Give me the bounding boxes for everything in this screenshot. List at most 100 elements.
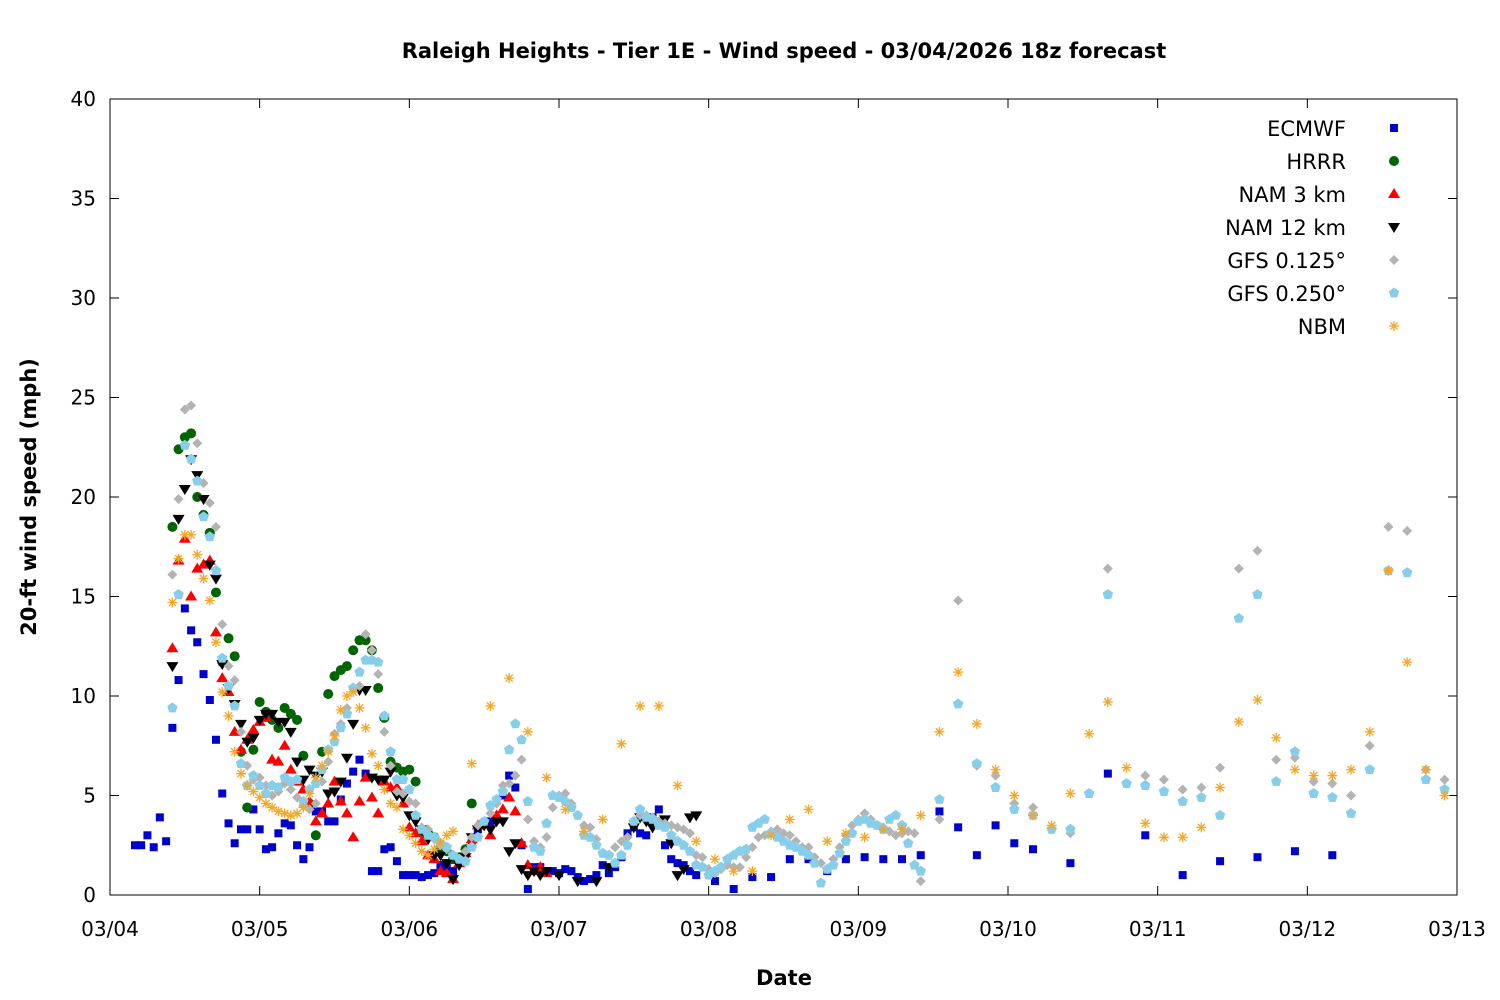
data-point (879, 855, 888, 864)
data-point (411, 871, 420, 880)
data-point (628, 815, 640, 826)
data-point (329, 671, 340, 682)
y-tick-label: 40 (71, 87, 96, 111)
data-point (1028, 845, 1037, 854)
data-point (197, 558, 210, 569)
data-point (510, 770, 521, 781)
data-point (186, 529, 197, 540)
data-point (242, 802, 253, 813)
data-point (642, 831, 651, 840)
data-point (610, 842, 621, 853)
data-point (155, 813, 164, 822)
data-point (360, 629, 371, 640)
data-point (635, 700, 646, 711)
data-point (741, 852, 752, 863)
data-point (286, 821, 295, 830)
data-point (1140, 770, 1151, 781)
y-tick-label: 30 (71, 286, 96, 310)
data-point (1233, 563, 1244, 574)
data-point (359, 771, 372, 782)
data-point (728, 866, 739, 877)
data-point (365, 791, 378, 802)
data-point (341, 661, 352, 672)
data-point (466, 758, 477, 769)
data-point (192, 438, 203, 449)
data-point (1121, 778, 1132, 788)
legend-label: GFS 0.125° (1227, 249, 1346, 273)
data-point (172, 514, 185, 525)
data-point (616, 738, 627, 749)
data-point (1066, 859, 1075, 868)
data-point (335, 704, 346, 715)
data-point (191, 562, 204, 573)
data-point (284, 763, 297, 774)
data-point (466, 798, 477, 809)
data-point (180, 604, 189, 613)
x-tick-label: 03/07 (530, 917, 588, 941)
data-point (815, 877, 827, 888)
data-point (235, 758, 247, 769)
data-point (505, 771, 514, 780)
data-point (1289, 764, 1300, 775)
data-point (261, 845, 270, 854)
data-point (1346, 764, 1357, 775)
data-point (653, 700, 664, 711)
data-point (1196, 792, 1207, 802)
data-point (293, 841, 302, 850)
data-point (497, 786, 509, 796)
data-point (416, 846, 427, 857)
data-point (1402, 657, 1413, 668)
data-point (659, 821, 671, 832)
data-point (1158, 786, 1170, 796)
legend-marker (1388, 223, 1400, 233)
legend-marker (1389, 321, 1399, 331)
data-point (209, 574, 222, 585)
data-point (273, 782, 284, 792)
data-point (1439, 790, 1450, 801)
data-point (210, 521, 221, 532)
data-point (198, 511, 209, 522)
data-point (1046, 820, 1057, 831)
data-point (1383, 521, 1394, 532)
data-point (285, 784, 296, 795)
data-point (504, 778, 515, 789)
data-point (485, 700, 496, 711)
data-point (328, 775, 341, 786)
y-tick-label: 0 (83, 883, 96, 907)
data-point (572, 809, 583, 820)
data-point (971, 758, 983, 769)
data-point (323, 756, 334, 767)
data-point (553, 871, 565, 882)
x-axis: 03/04 03/05 03/06 03/07 03/08 03/09 03/10 03/11… (81, 99, 1486, 941)
data-point (491, 794, 502, 804)
data-point (1271, 754, 1282, 765)
data-point (379, 710, 390, 721)
data-point (334, 777, 347, 788)
data-point (398, 824, 409, 835)
data-point (636, 829, 645, 838)
data-point (323, 689, 334, 700)
data-point (1290, 847, 1299, 856)
data-point (235, 726, 246, 737)
data-point (654, 805, 663, 814)
data-point (953, 667, 964, 678)
data-point (1308, 770, 1319, 781)
data-point (548, 867, 557, 876)
data-point (902, 837, 914, 848)
data-point (230, 839, 239, 848)
data-point (409, 817, 422, 828)
data-point (424, 871, 433, 880)
data-point (586, 875, 595, 884)
data-point (204, 497, 215, 508)
data-point (734, 862, 745, 873)
data-point (684, 845, 696, 856)
data-point (809, 857, 820, 868)
data-point (691, 836, 702, 847)
data-point (822, 836, 833, 847)
legend-label: HRRR (1286, 150, 1346, 174)
data-point (266, 709, 279, 720)
chart-title: Raleigh Heights - Tier 1E - Wind speed -… (402, 39, 1167, 63)
data-point (841, 855, 850, 864)
data-point (667, 855, 676, 864)
data-point (167, 702, 178, 713)
